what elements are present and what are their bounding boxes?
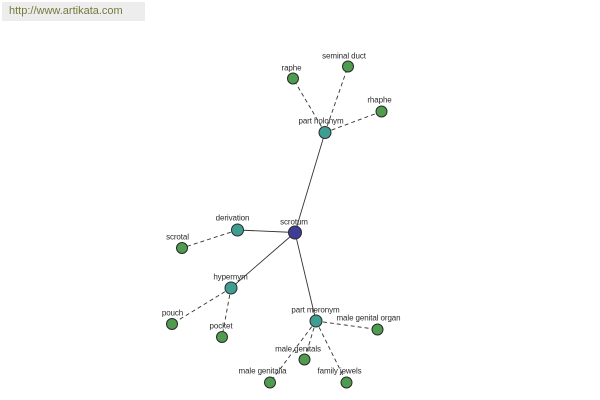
node-part-holonym[interactable] [318, 126, 332, 139]
edge-derivation-scrotal [181, 229, 238, 249]
node-scrotum[interactable] [288, 225, 302, 240]
url-label-text: http://www.artikata.com [9, 5, 123, 17]
node-pocket[interactable] [216, 331, 228, 343]
node-part-meronym[interactable] [309, 314, 323, 328]
node-pouch[interactable] [166, 318, 178, 330]
node-seminal-duct[interactable] [342, 60, 354, 73]
edge-part-holonym-raphe [292, 78, 326, 133]
url-label: http://www.artikata.com [2, 2, 145, 21]
edge-part-meronym-male-genitalia [269, 320, 317, 383]
node-hypernym[interactable] [224, 281, 238, 295]
edge-part-holonym-rhaphe [324, 111, 382, 133]
edge-scrotum-part-holonym [294, 132, 326, 233]
node-male-genitalia[interactable] [264, 376, 276, 389]
node-raphe[interactable] [287, 72, 299, 85]
edge-part-meronym-male-genital-organ [315, 320, 378, 330]
edge-hypernym-pouch [171, 287, 232, 325]
node-scrotal[interactable] [176, 242, 188, 254]
edge-part-meronym-family-jewels [315, 320, 347, 383]
edge-hypernym-pocket [221, 287, 232, 338]
node-derivation[interactable] [231, 223, 244, 237]
node-male-genitals[interactable] [298, 353, 311, 366]
edge-scrotum-part-meronym [294, 232, 317, 322]
node-family-jewels[interactable] [340, 376, 353, 389]
edge-part-holonym-seminal-duct [324, 66, 349, 133]
node-male-genital-organ[interactable] [371, 323, 384, 336]
node-rhaphe[interactable] [375, 105, 388, 118]
edge-scrotum-derivation [237, 229, 296, 233]
edge-scrotum-hypernym [230, 232, 296, 289]
